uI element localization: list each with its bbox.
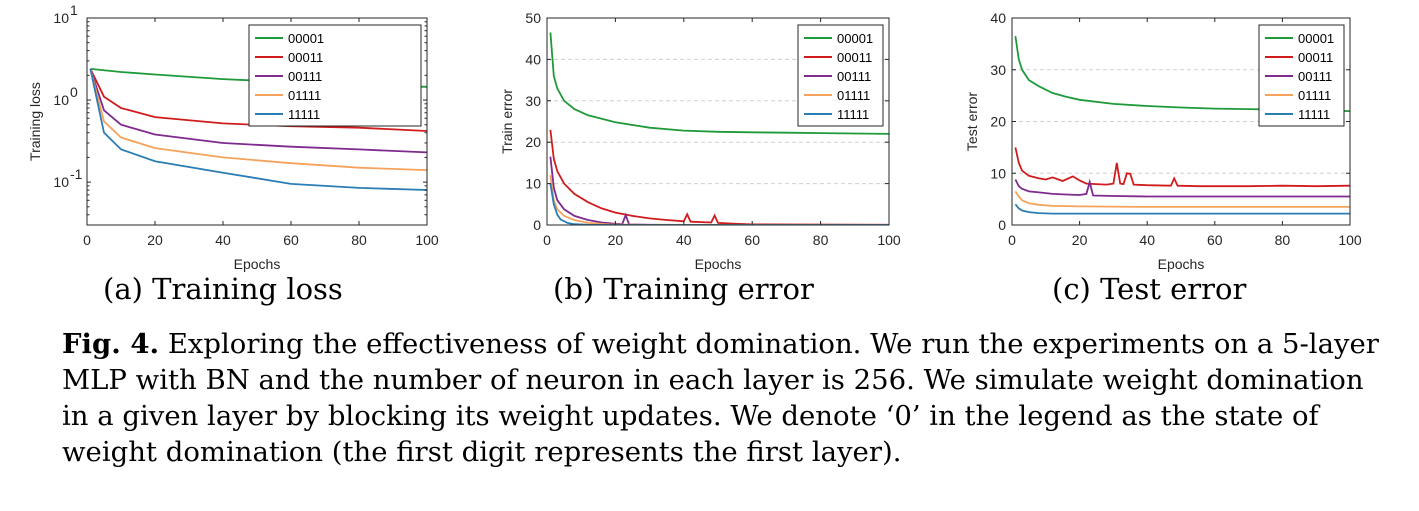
y-axis-label: Test error <box>964 92 980 151</box>
x-axis-label: Epochs <box>695 256 742 272</box>
x-tick-label: 0 <box>83 232 91 248</box>
series-line-00111 <box>1014 178 1350 198</box>
x-tick-label: 20 <box>1072 232 1088 248</box>
x-tick-label: 40 <box>215 232 231 248</box>
series-line-00011 <box>1014 147 1350 188</box>
y-tick-exponent: 1 <box>70 2 78 18</box>
y-tick-label: 10 <box>990 165 1006 181</box>
plot-frame <box>546 17 890 226</box>
series-line-01111 <box>89 68 427 171</box>
subcaption-b: (b) Training error <box>553 272 814 306</box>
x-axis-label: Epochs <box>234 256 281 272</box>
x-tick-label: 80 <box>813 232 829 248</box>
x-tick-label: 60 <box>744 232 760 248</box>
legend-label-01111: 01111 <box>1298 88 1331 103</box>
series-line-01111 <box>1014 190 1350 208</box>
chart-training-error: 0 20 40 60 80 100 0 10 20 30 40 50 Epochs Train error… <box>470 0 920 315</box>
legend-label-00001: 00001 <box>1298 31 1334 46</box>
x-tick-label: 20 <box>608 232 624 248</box>
x-tick-label: 0 <box>1008 232 1016 248</box>
caption-text: Exploring the effectiveness of weight do… <box>62 328 1379 468</box>
x-tick-label: 100 <box>1338 232 1362 248</box>
y-tick-label: 0 <box>533 217 541 233</box>
y-axis-label: Training loss <box>27 82 43 161</box>
chart-test-error: 0 20 40 60 80 100 0 10 20 30 40 Epochs Test error 000… <box>930 0 1390 315</box>
plot-frame <box>86 17 428 226</box>
figure-caption: Fig. 4. Exploring the effectiveness of w… <box>62 326 1392 470</box>
series-line-00111 <box>89 68 427 154</box>
legend-label-00011: 00011 <box>288 50 323 65</box>
x-tick-label: 0 <box>543 232 551 248</box>
legend-label-11111: 11111 <box>288 107 320 122</box>
x-tick-label: 40 <box>1139 232 1155 248</box>
y-tick-label: 10 <box>53 10 69 26</box>
legend-label-01111: 01111 <box>288 88 321 103</box>
x-axis-label: Epochs <box>1158 256 1205 272</box>
x-tick-label: 100 <box>415 232 439 248</box>
y-tick-exponent: -1 <box>70 166 83 182</box>
legend-label-00111: 00111 <box>837 69 871 84</box>
legend-label-00111: 00111 <box>1298 69 1332 84</box>
y-tick-label: 30 <box>525 93 541 109</box>
series-line-11111 <box>1014 203 1350 215</box>
series-line-00011 <box>89 68 427 132</box>
y-tick-label: 10 <box>525 176 541 192</box>
caption-label: Fig. 4. <box>62 328 160 360</box>
y-axis-label: Train error <box>499 89 515 154</box>
subcaption-c: (c) Test error <box>1052 272 1247 306</box>
y-tick-label: 10 <box>53 174 69 190</box>
series-line-00011 <box>549 129 889 225</box>
series-line-01111 <box>549 175 889 225</box>
legend-label-01111: 01111 <box>837 88 870 103</box>
legend-label-11111: 11111 <box>837 107 869 122</box>
legend-label-11111: 11111 <box>1298 107 1330 122</box>
series-line-00111 <box>549 156 889 225</box>
legend-label-00001: 00001 <box>288 31 324 46</box>
x-tick-label: 20 <box>147 232 163 248</box>
y-tick-label: 10 <box>53 92 69 108</box>
y-tick-label: 40 <box>990 10 1006 26</box>
legend-label-00001: 00001 <box>837 31 873 46</box>
legend-label-00111: 00111 <box>288 69 322 84</box>
y-tick-label: 20 <box>525 134 541 150</box>
subcaption-a: (a) Training loss <box>103 272 343 306</box>
y-tick-label: 0 <box>998 217 1006 233</box>
y-tick-label: 20 <box>990 114 1006 130</box>
training-error-plot: 0 20 40 60 80 100 0 10 20 30 40 50 Epochs Train error… <box>499 10 901 272</box>
x-tick-label: 60 <box>283 232 299 248</box>
legend-label-00011: 00011 <box>1298 50 1333 65</box>
series-line-00001 <box>549 32 889 135</box>
x-tick-label: 100 <box>877 232 901 248</box>
y-tick-exponent: 0 <box>70 84 78 100</box>
x-tick-label: 40 <box>676 232 692 248</box>
y-tick-label: 40 <box>525 51 541 67</box>
y-tick-label: 50 <box>525 10 541 26</box>
x-tick-label: 80 <box>351 232 367 248</box>
series-line-11111 <box>89 68 427 191</box>
y-tick-label: 30 <box>990 62 1006 78</box>
series-line-11111 <box>549 183 889 225</box>
x-tick-label: 60 <box>1207 232 1223 248</box>
x-tick-label: 80 <box>1275 232 1291 248</box>
chart-training-loss: 0 20 40 60 80 100 10 -1 10 0 10 1 Epochs Training los… <box>0 0 460 315</box>
legend-label-00011: 00011 <box>837 50 872 65</box>
